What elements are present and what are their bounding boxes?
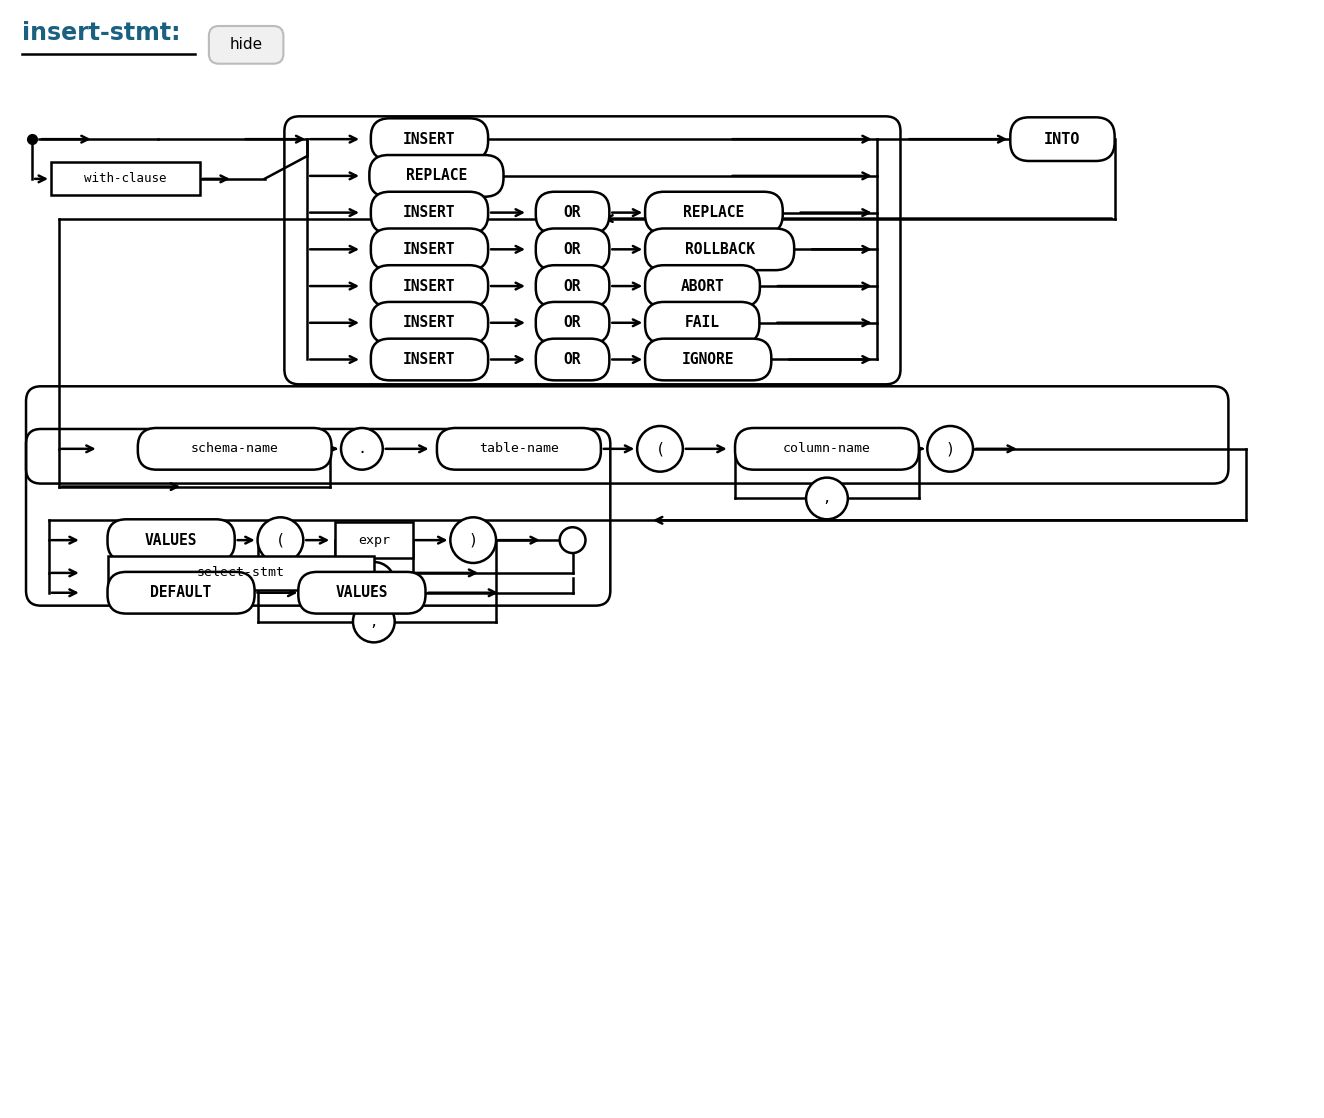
Text: FAIL: FAIL	[685, 315, 720, 330]
FancyBboxPatch shape	[371, 339, 489, 380]
Circle shape	[927, 426, 973, 472]
Circle shape	[258, 518, 303, 563]
Text: insert-stmt:: insert-stmt:	[23, 21, 180, 45]
Circle shape	[354, 562, 395, 604]
Text: ): )	[469, 532, 478, 548]
Circle shape	[450, 518, 496, 563]
FancyBboxPatch shape	[536, 302, 609, 343]
Text: INSERT: INSERT	[404, 315, 455, 330]
Text: (: (	[275, 532, 285, 548]
Text: OR: OR	[564, 241, 581, 257]
FancyBboxPatch shape	[536, 228, 609, 271]
Text: ABORT: ABORT	[681, 278, 724, 294]
Text: OR: OR	[564, 315, 581, 330]
Text: OR: OR	[564, 352, 581, 367]
Text: INSERT: INSERT	[404, 241, 455, 257]
Circle shape	[342, 428, 383, 470]
Text: with-clause: with-clause	[85, 172, 167, 186]
Text: REPLACE: REPLACE	[683, 205, 744, 220]
FancyBboxPatch shape	[437, 428, 601, 470]
Text: INTO: INTO	[1045, 132, 1080, 146]
FancyBboxPatch shape	[371, 265, 489, 307]
FancyBboxPatch shape	[371, 302, 489, 343]
Text: REPLACE: REPLACE	[405, 169, 467, 183]
Text: VALUES: VALUES	[144, 532, 197, 548]
FancyBboxPatch shape	[138, 428, 331, 470]
Text: INSERT: INSERT	[404, 352, 455, 367]
FancyBboxPatch shape	[298, 572, 425, 614]
FancyBboxPatch shape	[645, 228, 794, 271]
Text: IGNORE: IGNORE	[682, 352, 735, 367]
Text: DEFAULT: DEFAULT	[151, 585, 212, 600]
Text: .: .	[357, 442, 367, 456]
FancyBboxPatch shape	[50, 162, 200, 196]
FancyBboxPatch shape	[369, 155, 503, 197]
Text: INSERT: INSERT	[404, 278, 455, 294]
Text: schema-name: schema-name	[191, 443, 279, 455]
FancyBboxPatch shape	[1010, 117, 1115, 161]
FancyBboxPatch shape	[536, 265, 609, 307]
FancyBboxPatch shape	[371, 192, 489, 234]
Circle shape	[806, 477, 847, 519]
Text: VALUES: VALUES	[336, 585, 388, 600]
FancyBboxPatch shape	[209, 26, 283, 64]
FancyBboxPatch shape	[107, 556, 373, 590]
Text: ROLLBACK: ROLLBACK	[685, 241, 755, 257]
Text: INSERT: INSERT	[404, 132, 455, 146]
FancyBboxPatch shape	[645, 339, 772, 380]
Text: expr: expr	[357, 533, 389, 547]
FancyBboxPatch shape	[536, 192, 609, 234]
Text: table-name: table-name	[479, 443, 559, 455]
Text: select-stmt: select-stmt	[197, 567, 285, 579]
Text: ,: ,	[369, 615, 379, 628]
FancyBboxPatch shape	[645, 192, 782, 234]
Circle shape	[637, 426, 683, 472]
Text: ): )	[945, 442, 955, 456]
Circle shape	[354, 600, 395, 643]
Text: OR: OR	[564, 278, 581, 294]
FancyBboxPatch shape	[536, 339, 609, 380]
Text: column-name: column-name	[782, 443, 871, 455]
FancyBboxPatch shape	[371, 119, 489, 160]
FancyBboxPatch shape	[735, 428, 919, 470]
Circle shape	[560, 528, 585, 553]
Text: OR: OR	[564, 205, 581, 220]
FancyBboxPatch shape	[645, 302, 760, 343]
FancyBboxPatch shape	[645, 265, 760, 307]
FancyBboxPatch shape	[107, 519, 234, 561]
Text: (: (	[655, 442, 665, 456]
FancyBboxPatch shape	[107, 572, 254, 614]
FancyBboxPatch shape	[371, 228, 489, 271]
FancyBboxPatch shape	[335, 522, 413, 558]
Text: INSERT: INSERT	[404, 205, 455, 220]
Text: ,: ,	[369, 576, 379, 590]
Text: hide: hide	[229, 37, 262, 53]
Text: ,: ,	[822, 492, 831, 505]
